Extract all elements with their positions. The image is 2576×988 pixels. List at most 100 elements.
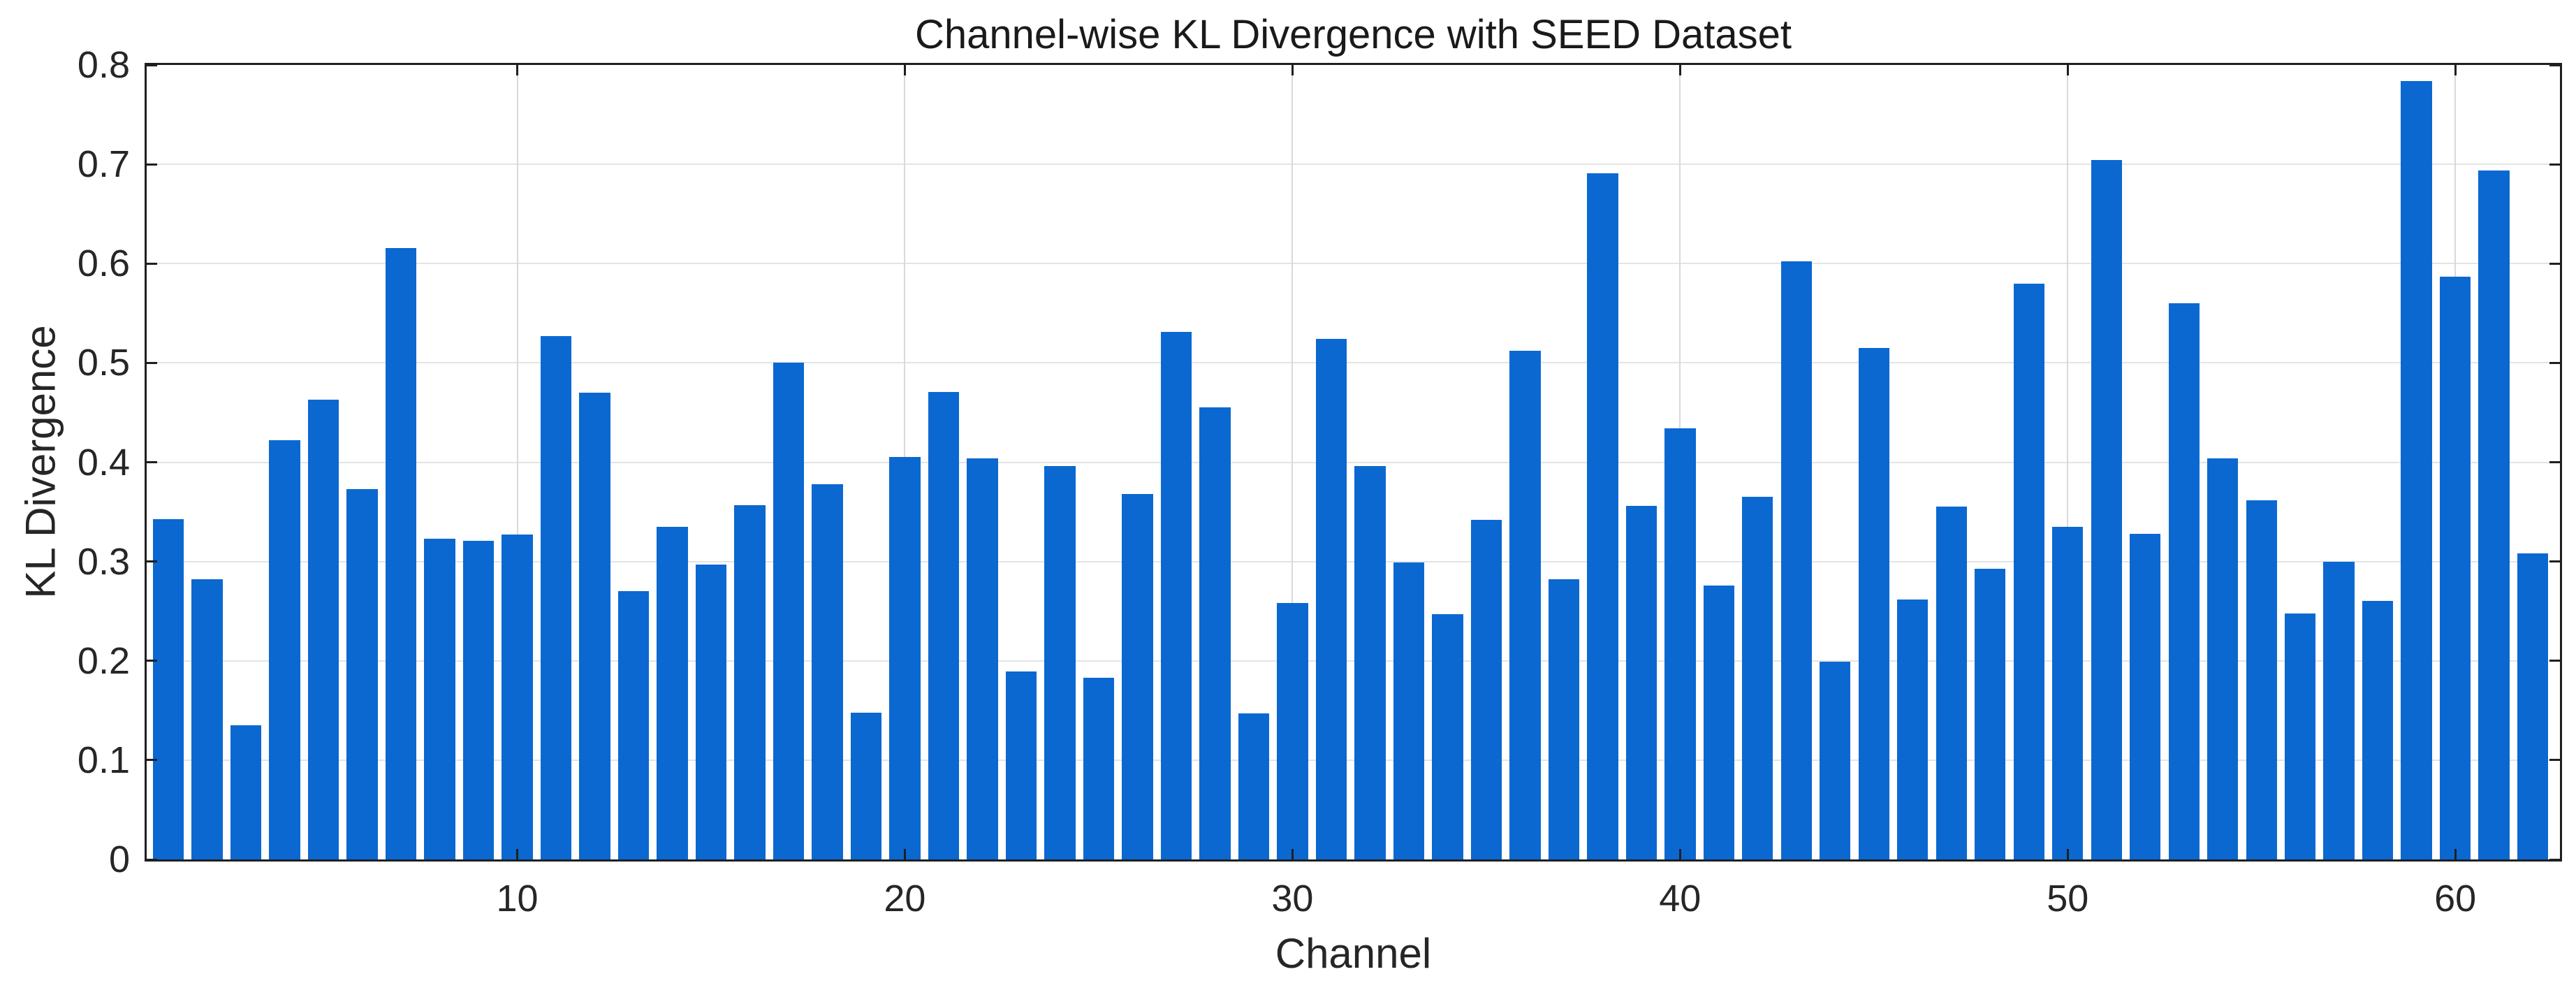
x-tick-label-30: 30 [1271, 878, 1314, 920]
bar-channel-22 [967, 458, 998, 859]
bar-channel-60 [2439, 276, 2471, 859]
y-left-tick-0.8 [147, 64, 157, 66]
y-tick-label-0.5: 0.5 [77, 342, 130, 384]
bar-channel-31 [1315, 339, 1347, 859]
gridline-y-0.2 [147, 660, 2560, 662]
bar-channel-57 [2323, 561, 2355, 859]
y-left-tick-0.5 [147, 361, 157, 364]
bar-channel-36 [1509, 351, 1541, 859]
bar-channel-46 [1897, 599, 1929, 859]
x-tick-label-40: 40 [1659, 878, 1702, 920]
y-left-tick-0.6 [147, 262, 157, 265]
y-tick-label-0.6: 0.6 [77, 242, 130, 285]
gridline-y-0.3 [147, 560, 2560, 562]
bar-channel-48 [1975, 568, 2006, 859]
x-bottom-tick-10 [516, 849, 518, 859]
y-tick-label-0.2: 0.2 [77, 639, 130, 682]
y-right-tick-0 [2549, 858, 2560, 861]
chart-title: Channel-wise KL Divergence with SEED Dat… [914, 12, 1792, 57]
y-right-tick-0.7 [2549, 163, 2560, 166]
bar-channel-16 [734, 504, 766, 859]
y-tick-label-0.4: 0.4 [77, 441, 130, 484]
y-right-tick-0.5 [2549, 361, 2560, 364]
gridline-y-0.7 [147, 164, 2560, 166]
gridline-x-10 [516, 65, 518, 859]
bar-channel-21 [928, 391, 960, 859]
bar-channel-30 [1277, 603, 1308, 859]
y-tick-label-0.1: 0.1 [77, 739, 130, 781]
bar-channel-43 [1780, 261, 1812, 859]
y-left-tick-0.1 [147, 759, 157, 762]
x-tick-label-10: 10 [496, 878, 539, 920]
bar-channel-56 [2284, 613, 2316, 859]
bar-channel-29 [1238, 713, 1270, 859]
bar-channel-42 [1742, 497, 1773, 859]
gridline-y-0.4 [147, 461, 2560, 463]
bar-channel-7 [385, 247, 417, 859]
bar-channel-6 [346, 488, 378, 859]
plot-area [145, 63, 2562, 862]
bar-channel-26 [1122, 493, 1153, 859]
bar-channel-49 [2013, 283, 2044, 859]
x-tick-label-60: 60 [2434, 878, 2477, 920]
y-left-tick-0.7 [147, 163, 157, 166]
gridline-y-0.6 [147, 263, 2560, 265]
x-bottom-tick-60 [2454, 849, 2457, 859]
y-right-tick-0.1 [2549, 759, 2560, 762]
bar-channel-11 [540, 336, 572, 859]
x-top-tick-30 [1291, 65, 1294, 75]
bar-channel-32 [1354, 466, 1386, 859]
x-bottom-tick-20 [903, 849, 906, 859]
bar-channel-24 [1044, 466, 1076, 859]
bar-channel-53 [2168, 303, 2200, 859]
bar-channel-33 [1393, 562, 1425, 859]
y-right-tick-0.6 [2549, 262, 2560, 265]
x-tick-label-50: 50 [2047, 878, 2089, 920]
bar-channel-17 [773, 363, 805, 859]
bar-channel-27 [1160, 332, 1192, 859]
x-top-tick-60 [2454, 65, 2457, 75]
bar-channel-35 [1470, 519, 1502, 859]
y-tick-label-0.3: 0.3 [77, 540, 130, 583]
bar-channel-45 [1858, 348, 1889, 859]
bar-channel-39 [1625, 506, 1657, 859]
x-bottom-tick-50 [2066, 849, 2069, 859]
bar-channel-51 [2091, 160, 2122, 859]
bar-channel-55 [2246, 500, 2277, 859]
y-left-tick-0.4 [147, 461, 157, 463]
bar-channel-38 [1587, 173, 1618, 859]
y-tick-label-0: 0 [108, 838, 130, 880]
x-top-tick-10 [516, 65, 518, 75]
bar-channel-58 [2362, 601, 2394, 859]
x-top-tick-40 [1678, 65, 1681, 75]
bar-channel-9 [462, 540, 495, 859]
gridline-y-0.1 [147, 759, 2560, 761]
y-right-tick-0.3 [2549, 560, 2560, 563]
bar-channel-3 [230, 725, 262, 859]
y-tick-label-0.7: 0.7 [77, 143, 130, 186]
bar-channel-18 [812, 484, 843, 859]
bar-channel-37 [1548, 579, 1580, 859]
gridline-y-0.5 [147, 362, 2560, 364]
bar-channel-4 [269, 440, 300, 859]
bar-channel-8 [424, 538, 455, 859]
bar-channel-47 [1935, 507, 1967, 859]
bar-channel-12 [579, 393, 610, 859]
bar-channel-20 [889, 457, 921, 859]
y-right-tick-0.8 [2549, 64, 2560, 66]
bar-channel-44 [1820, 662, 1851, 859]
bar-channel-5 [307, 399, 339, 859]
bar-channel-50 [2052, 526, 2084, 859]
bar-channel-34 [1432, 613, 1463, 859]
gridline-x-30 [1291, 65, 1294, 859]
x-bottom-tick-40 [1678, 849, 1681, 859]
bar-channel-40 [1664, 428, 1696, 859]
bar-channel-19 [850, 712, 882, 859]
y-left-tick-0.2 [147, 660, 157, 662]
x-axis-label: Channel [1275, 930, 1432, 977]
bar-channel-61 [2478, 170, 2510, 859]
y-right-tick-0.4 [2549, 461, 2560, 463]
bar-channel-41 [1703, 585, 1734, 859]
bar-channel-59 [2401, 80, 2432, 859]
bar-channel-62 [2517, 553, 2549, 859]
